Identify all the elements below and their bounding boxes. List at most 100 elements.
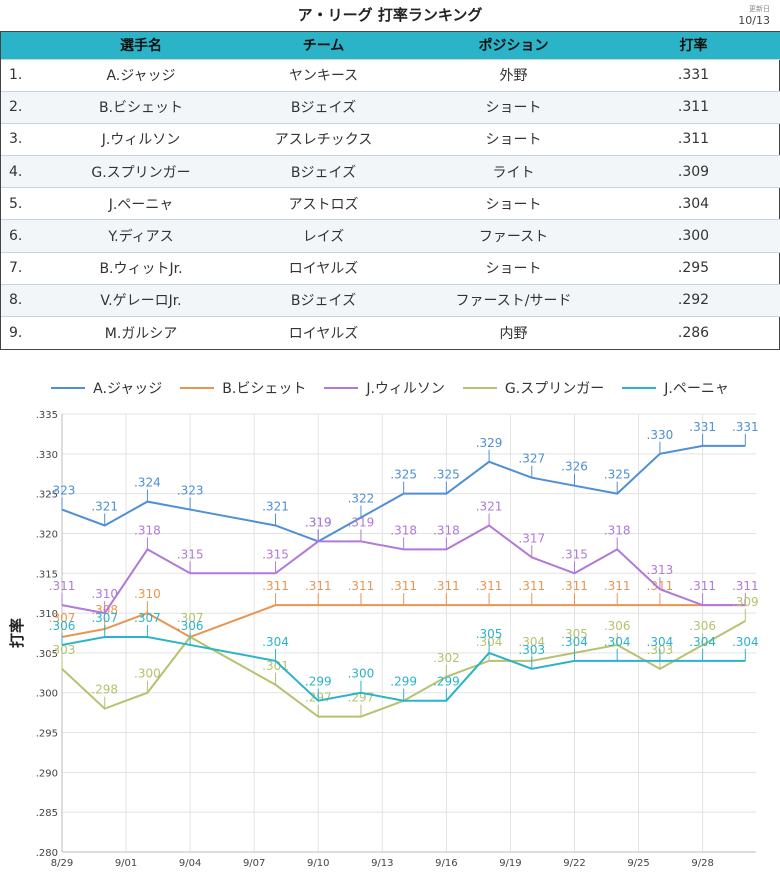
data-label: .303 [49,643,76,657]
chart-svg: .335 .330 .325 .320 .315 .310 .305 .300 .295 .290… [8,410,759,869]
data-label: .306 [177,619,204,633]
data-label: .304 [262,635,289,649]
rank-cell: 5. [1,187,56,220]
position-cell: ショート [421,122,606,156]
data-label: .313 [647,563,674,577]
y-tick-label: .290 [36,768,58,779]
average-cell: .309 [606,155,780,188]
data-label: .305 [561,627,588,641]
data-label: .324 [134,476,161,490]
legend-item-bichette[interactable]: B.ビシェット [180,378,306,398]
data-label: .304 [604,635,631,649]
data-label: .302 [433,651,460,665]
data-label: .306 [49,619,76,633]
position-cell: ファースト [421,219,606,253]
table-row: 9. M.ガルシア ロイヤルズ 内野 .286 [1,315,780,349]
table-row: 1. A.ジャッジ ヤンキース 外野 .331 [1,58,780,92]
series-line [61,524,746,615]
position-cell: ショート [421,90,606,124]
rank-cell: 4. [1,155,56,188]
data-label: .306 [604,619,631,633]
average-cell: .295 [606,251,780,285]
player-name-cell: J.ウィルソン [56,122,226,156]
column-header-position: ポジション [421,32,606,59]
y-tick-label: .300 [36,689,58,700]
table-header-row: 選手名 チーム ポジション 打率 [1,32,780,59]
position-cell: ショート [421,251,606,285]
x-tick-label: 9/10 [307,858,329,869]
data-label: .323 [49,484,76,498]
data-label: .318 [134,523,161,537]
data-label: .325 [433,468,460,482]
table-row: 3. J.ウィルソン アスレチックス ショート .311 [1,122,780,156]
data-label: .325 [604,468,631,482]
legend-item-pena[interactable]: J.ペーニャ [622,378,729,398]
column-header-player: 選手名 [56,32,226,59]
data-label: .307 [91,611,118,625]
x-tick-label: 9/25 [627,858,649,869]
legend-swatch [622,387,657,389]
data-label: .307 [177,611,204,625]
data-label: .318 [390,523,417,537]
data-label: .325 [390,468,417,482]
data-label: .300 [134,667,161,681]
legend-label: B.ビシェット [222,381,307,397]
rank-cell: 9. [1,315,56,349]
data-label: .305 [476,627,503,641]
series-line [61,604,746,639]
average-cell: .311 [606,122,780,156]
team-cell: Bジェイズ [226,90,421,124]
data-label: .304 [732,635,759,649]
player-name-cell: B.ビシェット [56,90,226,124]
team-cell: ロイヤルズ [226,315,421,349]
rank-cell: 1. [1,58,56,92]
data-label: .311 [305,579,332,593]
data-label: .299 [433,675,460,689]
data-label: .311 [262,579,289,593]
table-row: 8. V.ゲレーロJr. Bジェイズ ファースト/サード .292 [1,283,780,317]
legend-swatch [51,387,86,389]
data-label: .319 [305,515,332,529]
data-label: .311 [433,579,460,593]
y-tick-label: .320 [36,529,58,540]
data-label: .311 [604,579,631,593]
y-tick-label: .305 [36,649,58,660]
data-label: .306 [689,619,716,633]
team-cell: ヤンキース [226,58,421,92]
x-tick-label: 9/22 [563,858,585,869]
data-label: .315 [177,547,204,561]
y-tick-label: .280 [36,848,58,859]
data-label: .309 [732,595,759,609]
rank-cell: 8. [1,283,56,317]
data-label: .319 [305,515,332,529]
data-label: .311 [689,579,716,593]
position-cell: 内野 [421,315,606,349]
y-tick-label: .330 [36,450,58,461]
data-label: .298 [91,683,118,697]
data-label: .307 [49,611,76,625]
average-cell: .292 [606,283,780,317]
data-label: .323 [177,484,204,498]
updated-label: 更新日 [749,5,770,13]
rank-cell: 7. [1,251,56,285]
legend-item-springer[interactable]: G.スプリンガー [462,378,604,398]
x-tick-label: 9/19 [499,858,521,869]
data-label: .304 [647,635,674,649]
average-cell: .304 [606,187,780,220]
line-chart: .335 .330 .325 .320 .315 .310 .305 .300 .295 .290… [0,400,780,878]
y-tick-label: .325 [36,490,58,501]
table-row: 2. B.ビシェット Bジェイズ ショート .311 [1,90,780,124]
legend-item-wilson[interactable]: J.ウィルソン [324,378,445,398]
position-cell: ショート [421,187,606,220]
data-label: .304 [518,635,545,649]
legend-item-judge[interactable]: A.ジャッジ [51,378,162,398]
position-cell: ファースト/サード [421,283,606,317]
chart-legend: A.ジャッジ B.ビシェット J.ウィルソン G.スプリンガー J.ペーニャ [0,378,780,398]
legend-swatch [462,387,497,389]
x-tick-label: 9/13 [371,858,393,869]
average-cell: .286 [606,315,780,349]
data-label: .317 [518,531,545,545]
y-tick-label: .285 [36,808,58,819]
column-header-average: 打率 [606,32,780,59]
data-label: .321 [476,499,503,513]
